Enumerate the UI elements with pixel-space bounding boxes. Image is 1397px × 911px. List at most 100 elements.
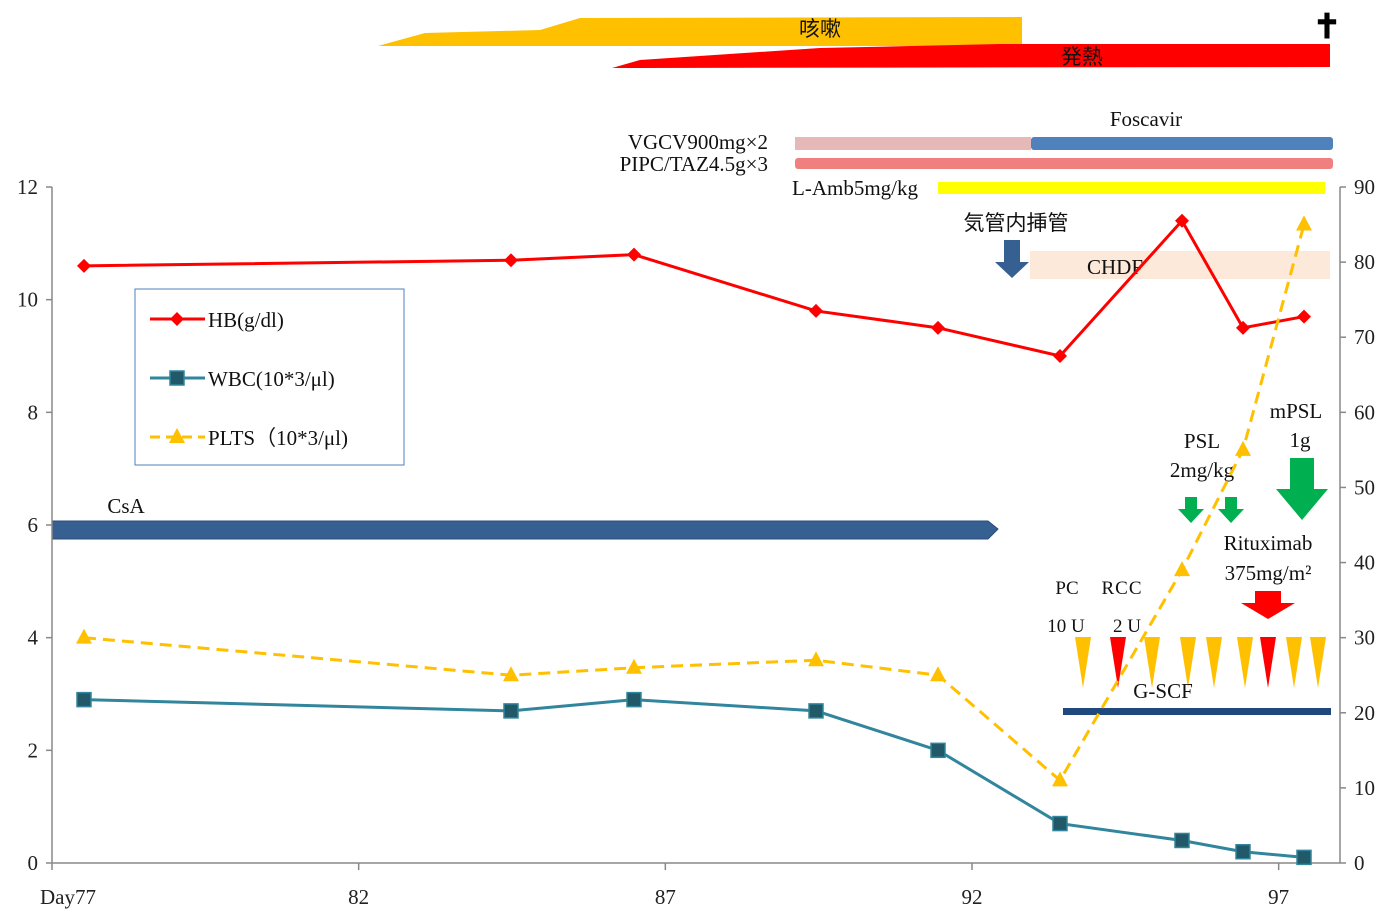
mpsl-label-2: 1g [1290,428,1312,452]
hb-point [627,247,641,262]
wbc-point [503,703,519,719]
legend-label: PLTS（10*3/μl) [208,426,348,450]
lamb-label: L-Amb5mg/kg [792,176,918,200]
psl-arrow [1178,497,1204,523]
pipc-label: PIPC/TAZ4.5g×3 [620,152,768,176]
pc-units-label: 10 U [1047,616,1085,637]
foscavir-bar [1031,137,1333,150]
pc-transfusion-mark [1237,637,1253,688]
y-left-tick-label: 12 [17,175,38,199]
fever-band [612,44,1330,68]
y-left-tick-label: 2 [28,738,39,762]
pc-transfusion-mark [1310,637,1326,688]
y-right-tick-label: 40 [1354,551,1375,575]
plts-point [76,628,92,644]
vgcv-bar [795,137,1031,150]
intubation-arrow [995,240,1029,278]
csa-bar [51,520,999,540]
plts-point [1296,215,1312,231]
hb-point [809,303,823,318]
y-right-tick-label: 90 [1354,175,1375,199]
x-tick-label: 87 [655,885,676,909]
y-right-tick-label: 50 [1354,475,1375,499]
cough-label: 咳嗽 [799,17,841,41]
wbc-point [1174,832,1190,849]
wbc-point [930,742,946,759]
plts-point [808,651,824,667]
wbc-point [1235,843,1251,860]
chdf-band [1030,251,1330,279]
hb-point [77,258,91,273]
plts-point [1235,440,1251,456]
gcsf-label: G-SCF [1133,679,1193,703]
pc-transfusion-mark [1075,637,1091,688]
y-left-tick-label: 10 [17,288,38,312]
y-right-tick-label: 30 [1354,626,1375,650]
pc-transfusion-mark [1206,637,1222,688]
csa-label: CsA [107,494,145,518]
pc-transfusion-mark [1286,637,1302,688]
rituximab-label-2: 375mg/m² [1225,561,1312,585]
rcc-units-label: 2 U [1113,616,1141,637]
y-left-tick-label: 4 [28,626,39,650]
legend-label: HB(g/dl) [208,308,284,332]
legend-marker [170,312,184,326]
pc-transfusion-mark [1180,637,1196,688]
cough-band [378,17,1022,46]
mpsl-arrow [1276,458,1328,520]
pipc-bar [795,158,1333,169]
y-left-tick-label: 8 [28,400,39,424]
rcc-transfusion-mark [1260,637,1276,688]
legend-marker [169,370,185,386]
death-mark: ✝ [1313,9,1342,46]
lamb-bar [938,182,1325,194]
pc-label: PC [1055,578,1078,599]
plts-point [626,658,642,674]
wbc-point [1296,849,1312,866]
y-right-tick-label: 60 [1354,400,1375,424]
x-tick-label: Day77 [40,885,96,909]
rituximab-label-1: Rituximab [1224,531,1313,555]
wbc-point [76,691,92,708]
y-left-tick-label: 6 [28,513,39,537]
x-tick-label: 82 [348,885,369,909]
plts-point [1052,771,1068,787]
psl-label-1: PSL [1184,429,1220,453]
hb-point [504,253,518,268]
y-right-tick-label: 0 [1354,851,1365,875]
wbc-point [626,691,642,708]
plts-point [930,666,946,682]
plts-point [503,666,519,682]
series-line-1 [83,698,1305,859]
x-tick-label: 97 [1268,885,1289,909]
y-right-tick-label: 70 [1354,325,1375,349]
legend-marker [169,428,185,443]
y-left-tick-label: 0 [28,851,39,875]
gcsf-bar [1063,708,1331,715]
wbc-point [808,703,824,719]
plts-point [1174,561,1190,577]
fever-label: 発熱 [1061,45,1103,69]
vgcv-label: VGCV900mg×2 [628,130,768,154]
hb-point [1236,320,1250,335]
rcc-label: RCC [1101,578,1142,599]
y-right-tick-label: 20 [1354,701,1375,725]
x-tick-label: 92 [962,885,983,909]
foscavir-label: Foscavir [1110,107,1182,131]
y-right-tick-label: 80 [1354,250,1375,274]
mpsl-label-1: mPSL [1270,399,1323,423]
hb-point [931,320,945,335]
pc-transfusion-mark [1144,637,1160,688]
hb-point [1175,213,1189,228]
y-right-tick-label: 10 [1354,776,1375,800]
psl-label-2: 2mg/kg [1170,458,1235,482]
intubation-label: 気管内挿管 [964,211,1069,235]
hb-point [1297,309,1311,324]
psl-arrow [1218,497,1244,523]
rcc-transfusion-mark [1110,637,1126,688]
hb-point [1053,349,1067,363]
legend-label: WBC(10*3/μl) [208,367,335,391]
rituximab-arrow [1241,591,1295,619]
